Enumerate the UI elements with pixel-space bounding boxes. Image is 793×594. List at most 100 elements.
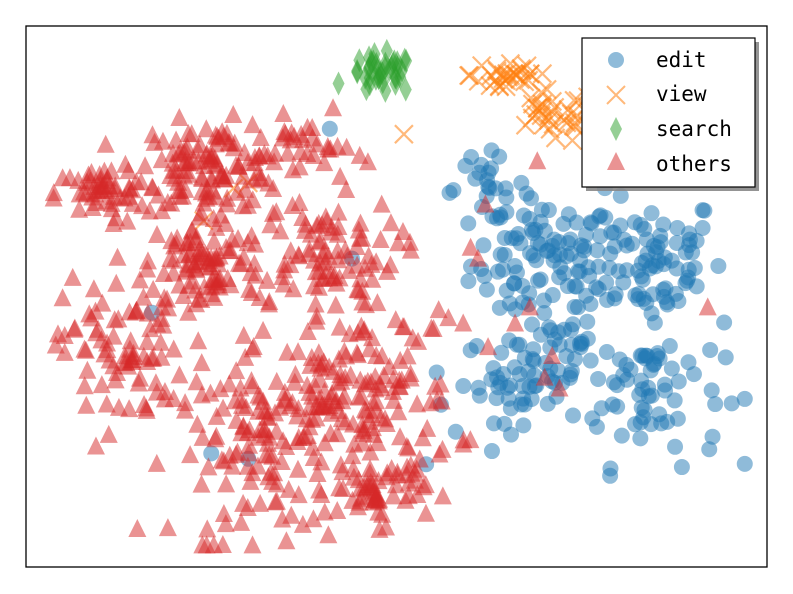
point-others (192, 353, 211, 372)
point-edit (506, 258, 523, 275)
point-edit (632, 414, 649, 431)
point-others (543, 346, 562, 365)
point-others (416, 503, 435, 522)
point-edit (579, 313, 596, 330)
point-others (389, 402, 408, 421)
point-others (159, 298, 178, 317)
point-edit (527, 221, 544, 238)
point-others (205, 148, 224, 167)
point-others (206, 429, 225, 448)
point-others (369, 471, 388, 490)
point-others (228, 442, 247, 461)
point-others (282, 505, 301, 524)
point-edit (500, 390, 517, 407)
point-view (394, 124, 414, 144)
point-others (154, 263, 173, 282)
point-edit (661, 337, 678, 354)
point-others (246, 234, 265, 253)
point-others (65, 318, 84, 337)
point-others (46, 335, 65, 354)
point-others (348, 345, 367, 364)
point-others (170, 107, 189, 126)
point-edit (599, 291, 616, 308)
point-others (143, 125, 162, 144)
point-edit (598, 344, 615, 361)
point-others (155, 288, 174, 307)
point-others (90, 179, 109, 198)
point-others (376, 409, 395, 428)
point-others (240, 435, 259, 454)
point-others (272, 452, 291, 471)
point-others (53, 288, 72, 307)
point-others (108, 247, 127, 266)
point-edit (518, 185, 535, 202)
point-edit (475, 237, 492, 254)
point-others (329, 349, 348, 368)
point-others (406, 463, 425, 482)
point-others (70, 199, 89, 218)
point-others (232, 512, 251, 531)
point-others (328, 501, 347, 520)
point-edit (492, 246, 509, 263)
point-search (371, 57, 384, 82)
point-edit (736, 390, 753, 407)
point-others (250, 287, 269, 306)
point-others (267, 491, 286, 510)
point-others (381, 213, 400, 232)
point-others (238, 456, 257, 475)
point-edit (544, 287, 561, 304)
point-others (520, 297, 539, 316)
point-others (698, 297, 717, 316)
point-others (100, 350, 119, 369)
point-others (78, 172, 97, 191)
point-edit (670, 292, 687, 309)
point-edit (663, 360, 680, 377)
point-others (310, 480, 329, 499)
point-others (136, 156, 155, 175)
point-edit (516, 396, 533, 413)
point-others (281, 241, 300, 260)
point-edit (447, 423, 464, 440)
point-others (53, 168, 72, 187)
point-others (288, 459, 307, 478)
point-others (358, 477, 377, 496)
point-others (92, 375, 111, 394)
point-others (164, 389, 183, 408)
point-edit (673, 459, 690, 476)
point-others (401, 363, 420, 382)
point-others (326, 295, 345, 314)
point-others (204, 535, 223, 554)
legend-label-search: search (656, 117, 732, 141)
point-others (234, 325, 253, 344)
point-others (105, 310, 124, 329)
point-others (267, 371, 286, 390)
point-others (321, 222, 340, 241)
point-edit (638, 294, 655, 311)
legend-marker-view (606, 85, 626, 105)
point-edit (666, 392, 683, 409)
point-others (363, 418, 382, 437)
point-edit (723, 395, 740, 412)
point-view (514, 71, 535, 92)
point-edit (588, 279, 605, 296)
point-others (550, 378, 569, 397)
point-others (192, 385, 211, 404)
point-others (258, 406, 277, 425)
point-edit (565, 407, 582, 424)
point-edit (562, 231, 579, 248)
point-view (540, 119, 560, 139)
point-edit (485, 360, 502, 377)
point-others (433, 439, 452, 458)
point-edit (514, 378, 531, 395)
point-edit (508, 336, 525, 353)
point-others (364, 492, 383, 511)
point-edit (478, 281, 495, 298)
point-others (133, 196, 152, 215)
point-view (527, 98, 548, 118)
point-edit (584, 410, 601, 427)
point-others (187, 372, 206, 391)
point-edit (455, 377, 472, 394)
point-edit (582, 296, 599, 313)
point-others (212, 163, 231, 182)
